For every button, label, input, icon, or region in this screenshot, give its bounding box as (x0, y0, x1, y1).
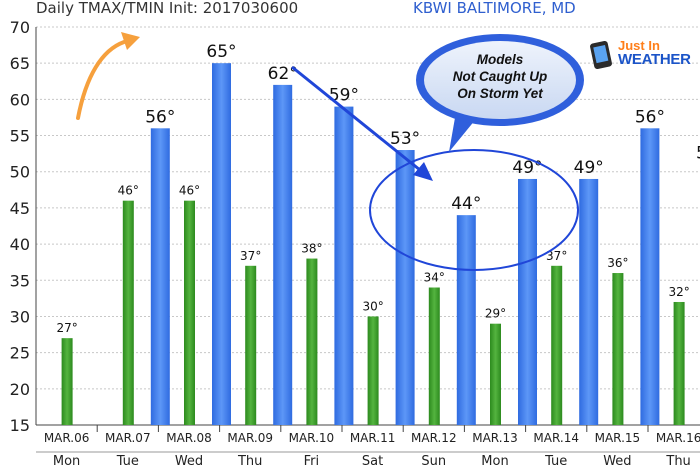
tmin-value-label: 46° (118, 184, 139, 198)
x-tick-label-weekday: Thu (237, 454, 262, 469)
tmax-value-label: 53° (390, 129, 420, 149)
y-tick-label: 45 (10, 199, 30, 218)
tmin-bar (673, 301, 685, 425)
tmax-value-label: 56° (145, 107, 175, 127)
tmax-bar (579, 178, 599, 425)
x-tick-label-date: MAR.07 (105, 431, 151, 445)
y-axis: 15 20 25 30 35 40 45 50 55 60 65 70 (10, 18, 700, 435)
x-tick-label-weekday: Sun (421, 454, 446, 469)
tmin-value-label: 27° (56, 321, 77, 335)
blue-arrow-head (413, 162, 433, 181)
callout-bubble (416, 34, 584, 152)
tmin-value-label: 37° (240, 249, 261, 263)
tmax-value-label: 49° (574, 158, 604, 178)
tmin-bar (490, 323, 501, 425)
tmax-value-label: 59° (329, 86, 359, 106)
x-tick-label-date: MAR.10 (289, 431, 335, 445)
y-tick-label: 15 (10, 416, 30, 435)
bars (61, 63, 685, 426)
x-tick-label-weekday: Wed (603, 454, 631, 469)
tmax-bar (456, 215, 476, 425)
x-tick-label-weekday: Fri (304, 454, 320, 469)
annotations (76, 32, 584, 271)
tmin-value-label: 36° (607, 256, 628, 270)
tmin-value-label: 34° (424, 271, 445, 285)
x-tick-label-weekday: Wed (175, 454, 203, 469)
just-in-weather-logo: Just In WEATHER (588, 38, 691, 72)
tmax-bar (640, 128, 660, 426)
tmin-value-label: 37° (546, 249, 567, 263)
tmin-bar (367, 316, 379, 425)
x-tick-label-date: MAR.11 (350, 431, 396, 445)
y-tick-label: 25 (10, 344, 30, 363)
tmax-value-label: 51° (696, 143, 700, 163)
x-tick-label-weekday: Sat (362, 454, 383, 469)
blue-arrow-shaft (291, 65, 421, 172)
callout-line-2: Not Caught Up (452, 69, 548, 84)
x-tick-label-date: MAR.14 (533, 431, 579, 445)
tmax-value-label: 49° (512, 158, 542, 178)
x-tick-label-date: MAR.06 (44, 431, 90, 445)
orange-arrow-shaft (76, 40, 126, 120)
tmin-bar (551, 265, 563, 425)
orange-arrow-head (121, 32, 140, 50)
tmin-bar (184, 200, 195, 425)
tmin-bar (122, 200, 134, 425)
logo-line-1: Just In (618, 38, 660, 53)
tmin-value-label: 30° (362, 299, 383, 313)
tmax-bar (395, 150, 415, 425)
y-tick-label: 70 (10, 18, 30, 37)
logo-line-2: WEATHER (618, 51, 691, 68)
chart-header-title: Daily TMAX/TMIN Init: 2017030600 (36, 0, 299, 17)
x-tick-label-date: MAR.15 (595, 431, 641, 445)
tmax-value-label: 44° (451, 194, 481, 214)
y-tick-label: 20 (10, 380, 30, 399)
x-tick-label-weekday: Thu (665, 454, 690, 469)
tmin-bar (428, 287, 440, 425)
x-tick-label-date: MAR.12 (411, 431, 457, 445)
y-tick-label: 40 (10, 235, 30, 254)
x-tick-label-weekday: Tue (116, 454, 139, 469)
tmin-value-label: 46° (179, 184, 200, 198)
tmin-bar (245, 265, 257, 425)
tmax-bar (212, 63, 231, 425)
storm-circle (369, 149, 579, 271)
chart-header-station: KBWI BALTIMORE, MD (413, 0, 576, 17)
tmax-value-label: 56° (635, 107, 665, 127)
tmin-value-label: 38° (301, 242, 322, 256)
x-tick-label-weekday: Tue (544, 454, 567, 469)
tmin-bar (61, 338, 73, 425)
x-tick-label-date: MAR.13 (472, 431, 518, 445)
y-tick-label: 60 (10, 90, 30, 109)
callout-line-3: On Storm Yet (457, 86, 543, 101)
x-tick-label-weekday: Mon (481, 454, 508, 469)
bar-value-labels: 27° 46° 56° 46° 65° 37° 62° 38° 59° 30° 53° 34° 44° 2… (56, 42, 700, 335)
tmax-bar (518, 178, 537, 425)
tmax-value-label: 62° (268, 64, 298, 84)
y-tick-label: 30 (10, 307, 30, 326)
tmax-bar (150, 128, 170, 426)
tmax-bar (334, 106, 354, 425)
tmin-bar (612, 273, 624, 425)
callout-line-1: Models (476, 52, 524, 67)
tmin-value-label: 32° (668, 285, 689, 299)
y-tick-label: 55 (10, 127, 30, 146)
x-tick-label-date: MAR.08 (166, 431, 212, 445)
x-axis: MAR.06 Mon MAR.07 Tue MAR.08 Wed MAR.09 Thu MAR.… (36, 425, 700, 469)
x-tick-label-date: MAR.09 (227, 431, 273, 445)
tmax-bar (273, 84, 293, 426)
callout-text: Models Not Caught Up On Storm Yet (425, 51, 575, 102)
x-tick-label-date: MAR.16 (656, 431, 700, 445)
x-tick-label-weekday: Mon (53, 454, 80, 469)
tmin-bar (306, 258, 318, 425)
tmin-value-label: 29° (485, 307, 506, 321)
y-tick-label: 35 (10, 271, 30, 290)
phone-icon (590, 40, 612, 70)
y-tick-label: 50 (10, 163, 30, 182)
tmax-value-label: 65° (206, 42, 236, 62)
y-tick-label: 65 (10, 54, 30, 73)
